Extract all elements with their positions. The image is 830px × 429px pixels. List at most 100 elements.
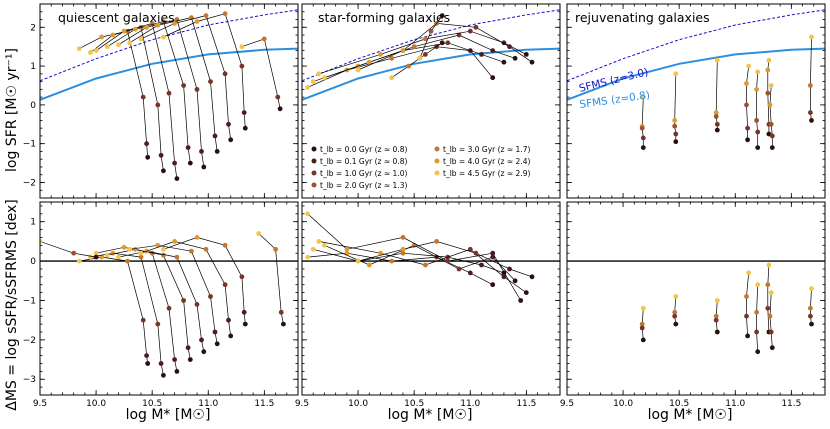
track-bottom_rejuvenating-4 xyxy=(756,284,759,352)
data-point xyxy=(145,154,151,160)
data-point xyxy=(467,246,473,252)
data-point xyxy=(672,123,678,129)
data-point xyxy=(639,325,645,331)
data-point xyxy=(378,52,383,57)
data-point xyxy=(765,305,771,311)
x-tick-label: 9.5 xyxy=(295,399,309,409)
data-point xyxy=(746,63,752,69)
data-point xyxy=(714,127,720,133)
legend-label-2: t_lb = 1.0 Gyr (z ≈ 1.0) xyxy=(320,169,407,178)
data-point xyxy=(507,44,512,50)
panel-title-rejuvenating: rejuvenating galaxies xyxy=(575,10,710,25)
data-point xyxy=(140,317,146,323)
data-point xyxy=(714,57,720,63)
track-bottom_quiescent-3 xyxy=(107,248,191,360)
track-bottom_star_forming-4 xyxy=(307,213,522,301)
legend-marker-0 xyxy=(311,146,317,152)
y-tick-label: 1 xyxy=(30,62,36,72)
x-tick-label: 10.5 xyxy=(669,399,689,409)
data-point xyxy=(110,32,116,38)
data-point xyxy=(181,83,187,88)
data-point xyxy=(768,290,774,295)
ylabel-bottom: ΔMS = log sSFR/sSFRMS [dex] xyxy=(4,199,20,410)
data-point xyxy=(672,118,678,123)
data-point xyxy=(208,79,213,84)
axes-frame-r0c0 xyxy=(39,3,299,199)
data-point xyxy=(769,345,775,351)
data-point xyxy=(138,250,144,256)
axes-frame-r1c0 xyxy=(39,201,299,396)
data-point xyxy=(201,164,207,170)
data-point xyxy=(428,28,434,34)
data-point xyxy=(473,24,479,30)
data-point xyxy=(467,28,473,34)
data-point xyxy=(490,75,496,81)
data-point xyxy=(456,32,462,38)
data-point xyxy=(127,40,133,46)
data-point xyxy=(640,337,646,343)
data-point xyxy=(194,19,200,24)
x-tick-label: 10.5 xyxy=(142,399,162,409)
axes-frame-r1c2 xyxy=(566,201,826,396)
data-point xyxy=(322,242,327,248)
data-point xyxy=(672,309,678,315)
sfms-curve-1-r0c1 xyxy=(302,47,560,101)
data-point xyxy=(185,145,191,151)
data-point xyxy=(389,75,395,81)
track-quiescent-2 xyxy=(95,22,178,179)
data-point xyxy=(277,106,283,112)
data-point xyxy=(172,160,178,166)
data-point xyxy=(127,246,133,252)
data-point xyxy=(713,313,719,319)
data-point xyxy=(523,290,529,295)
track-rejuvenating-1 xyxy=(674,73,677,142)
data-point xyxy=(501,59,507,65)
track-quiescent-8 xyxy=(241,38,281,109)
track-bottom_rejuvenating-7 xyxy=(810,288,812,325)
data-point xyxy=(71,250,77,256)
data-point xyxy=(755,145,761,151)
data-point xyxy=(93,254,99,260)
data-point xyxy=(745,137,750,143)
data-point xyxy=(456,266,462,272)
data-point xyxy=(400,235,406,240)
data-point xyxy=(226,317,231,323)
data-point xyxy=(155,242,161,248)
data-point xyxy=(673,294,679,299)
data-point xyxy=(145,361,151,366)
data-point xyxy=(808,305,813,311)
data-point xyxy=(305,211,310,217)
data-point xyxy=(754,309,759,315)
data-point xyxy=(121,28,127,34)
data-point xyxy=(423,52,428,57)
data-point xyxy=(809,34,814,40)
data-point xyxy=(434,239,439,244)
track-star_forming-3 xyxy=(318,30,527,75)
data-point xyxy=(673,131,679,137)
data-point xyxy=(640,145,646,151)
legend-label-3: t_lb = 2.0 Gyr (z ≈ 1.3) xyxy=(320,181,407,190)
data-point xyxy=(808,110,813,115)
data-point xyxy=(501,274,507,280)
data-point xyxy=(116,42,121,48)
data-point xyxy=(766,57,772,63)
data-point xyxy=(479,52,484,57)
data-point xyxy=(172,239,178,244)
data-point xyxy=(242,321,248,327)
legend-label-0: t_lb = 0.0 Gyr (z ≈ 0.8) xyxy=(320,145,407,154)
data-point xyxy=(76,46,82,51)
data-point xyxy=(809,321,814,327)
track-bottom_quiescent-5 xyxy=(129,244,218,344)
data-point xyxy=(239,63,245,69)
panel-title-star-forming: star-forming galaxies xyxy=(318,10,450,25)
track-quiescent-0 xyxy=(79,30,149,158)
tracks-layer xyxy=(40,11,814,378)
data-point xyxy=(88,254,93,260)
data-point xyxy=(132,246,138,252)
x-tick-label: 11.0 xyxy=(460,399,480,409)
data-point xyxy=(322,75,327,81)
data-point xyxy=(755,282,761,288)
data-point xyxy=(172,357,178,362)
data-point xyxy=(673,71,679,77)
data-point xyxy=(640,305,646,311)
